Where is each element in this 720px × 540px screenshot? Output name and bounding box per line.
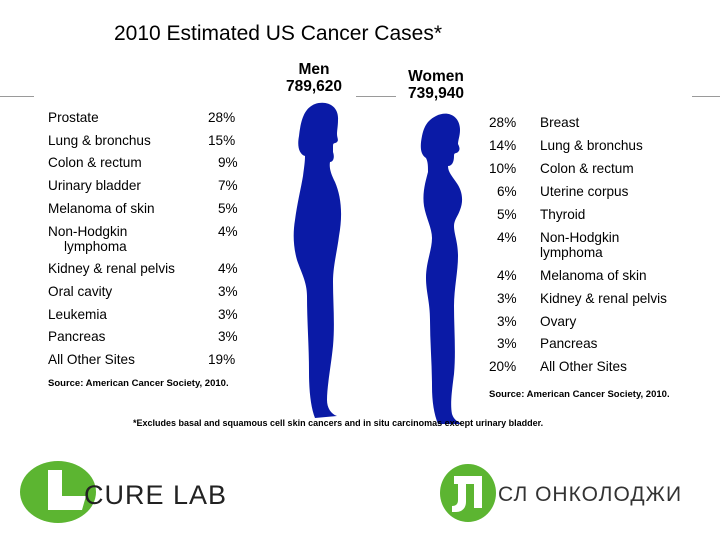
women-pct: 4% [497, 230, 517, 245]
men-pct: 7% [218, 178, 238, 193]
women-site: Uterine corpus [540, 184, 629, 199]
men-total: 789,620 [285, 78, 343, 95]
cure-lab-mark-icon [20, 461, 96, 523]
men-site: Leukemia [48, 307, 107, 322]
men-pct: 9% [218, 155, 238, 170]
women-pct: 3% [497, 291, 517, 306]
women-pct: 14% [489, 138, 517, 153]
women-site: Colon & rectum [540, 161, 634, 176]
male-silhouette-icon [293, 102, 342, 418]
divider-left [0, 96, 34, 97]
men-site: Non-Hodgkin [48, 224, 128, 239]
women-pct: 10% [489, 161, 517, 176]
women-pct: 3% [497, 336, 517, 351]
women-site: Melanoma of skin [540, 268, 647, 283]
men-site: Urinary bladder [48, 178, 141, 193]
women-pct: 6% [497, 184, 517, 199]
women-site-line2: lymphoma [540, 245, 603, 260]
women-label: Women [408, 68, 464, 85]
divider-center [356, 96, 396, 97]
women-site: Breast [540, 115, 580, 130]
female-silhouette-icon [420, 113, 463, 425]
women-site: Lung & bronchus [540, 138, 643, 153]
male-silhouette-shape [293, 102, 342, 418]
men-pct: 19% [208, 352, 236, 367]
men-site: All Other Sites [48, 352, 135, 367]
cure-lab-logo: CURE LAB [18, 456, 238, 526]
sl-oncology-wordmark: СЛ ОНКОЛОДЖИ [498, 483, 683, 506]
women-site: Thyroid [540, 207, 586, 222]
men-pct: 5% [218, 201, 238, 216]
women-pct: 5% [497, 207, 517, 222]
women-site: All Other Sites [540, 359, 627, 374]
sl-oncology-mark-icon [440, 464, 496, 522]
cure-lab-wordmark: CURE LAB [84, 480, 228, 510]
women-pct: 20% [489, 359, 517, 374]
men-site: Melanoma of skin [48, 201, 155, 216]
women-pct: 4% [497, 268, 517, 283]
female-silhouette-shape [420, 113, 463, 425]
women-source: Source: American Cancer Society, 2010. [489, 389, 670, 400]
men-site: Colon & rectum [48, 155, 142, 170]
men-pct: 3% [218, 329, 238, 344]
men-site: Kidney & renal pelvis [48, 261, 175, 276]
men-pct: 15% [208, 133, 236, 148]
women-pct: 3% [497, 314, 517, 329]
men-site-line2: lymphoma [64, 239, 127, 254]
men-label: Men [298, 61, 330, 78]
men-site: Lung & bronchus [48, 133, 151, 148]
men-pct: 28% [208, 110, 236, 125]
women-total: 739,940 [407, 85, 465, 102]
men-pct: 3% [218, 307, 238, 322]
men-pct: 4% [218, 224, 238, 239]
divider-right [692, 96, 720, 97]
women-header: Women 739,940 [396, 68, 476, 102]
women-site: Non-Hodgkin [540, 230, 620, 245]
men-source: Source: American Cancer Society, 2010. [48, 378, 229, 389]
page-title: 2010 Estimated US Cancer Cases* [114, 22, 442, 45]
women-site: Kidney & renal pelvis [540, 291, 667, 306]
men-site: Pancreas [48, 329, 106, 344]
men-site: Prostate [48, 110, 99, 125]
women-pct: 28% [489, 115, 517, 130]
men-header: Men 789,620 [268, 61, 360, 95]
men-site: Oral cavity [48, 284, 113, 299]
men-pct: 3% [218, 284, 238, 299]
women-site: Pancreas [540, 336, 598, 351]
footnote: *Excludes basal and squamous cell skin c… [133, 418, 544, 428]
men-pct: 4% [218, 261, 238, 276]
sl-oncology-logo: СЛ ОНКОЛОДЖИ [438, 462, 708, 532]
women-site: Ovary [540, 314, 577, 329]
